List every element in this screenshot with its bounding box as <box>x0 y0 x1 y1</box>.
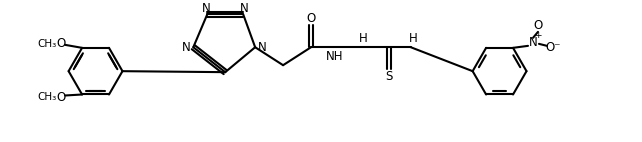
Text: N: N <box>182 41 191 54</box>
Text: H: H <box>408 32 417 45</box>
Text: +: + <box>534 31 542 40</box>
Text: N: N <box>258 41 266 54</box>
Text: N: N <box>528 36 537 49</box>
Text: O: O <box>306 12 316 25</box>
Text: N: N <box>202 2 211 15</box>
Text: N: N <box>240 2 248 15</box>
Text: CH₃: CH₃ <box>37 92 56 103</box>
Text: S: S <box>385 70 392 83</box>
Text: O: O <box>534 19 542 32</box>
Text: NH: NH <box>326 50 343 63</box>
Text: O: O <box>56 91 65 104</box>
Text: H: H <box>358 32 367 45</box>
Text: O⁻: O⁻ <box>545 41 560 54</box>
Text: O: O <box>56 37 65 50</box>
Text: CH₃: CH₃ <box>37 39 56 49</box>
